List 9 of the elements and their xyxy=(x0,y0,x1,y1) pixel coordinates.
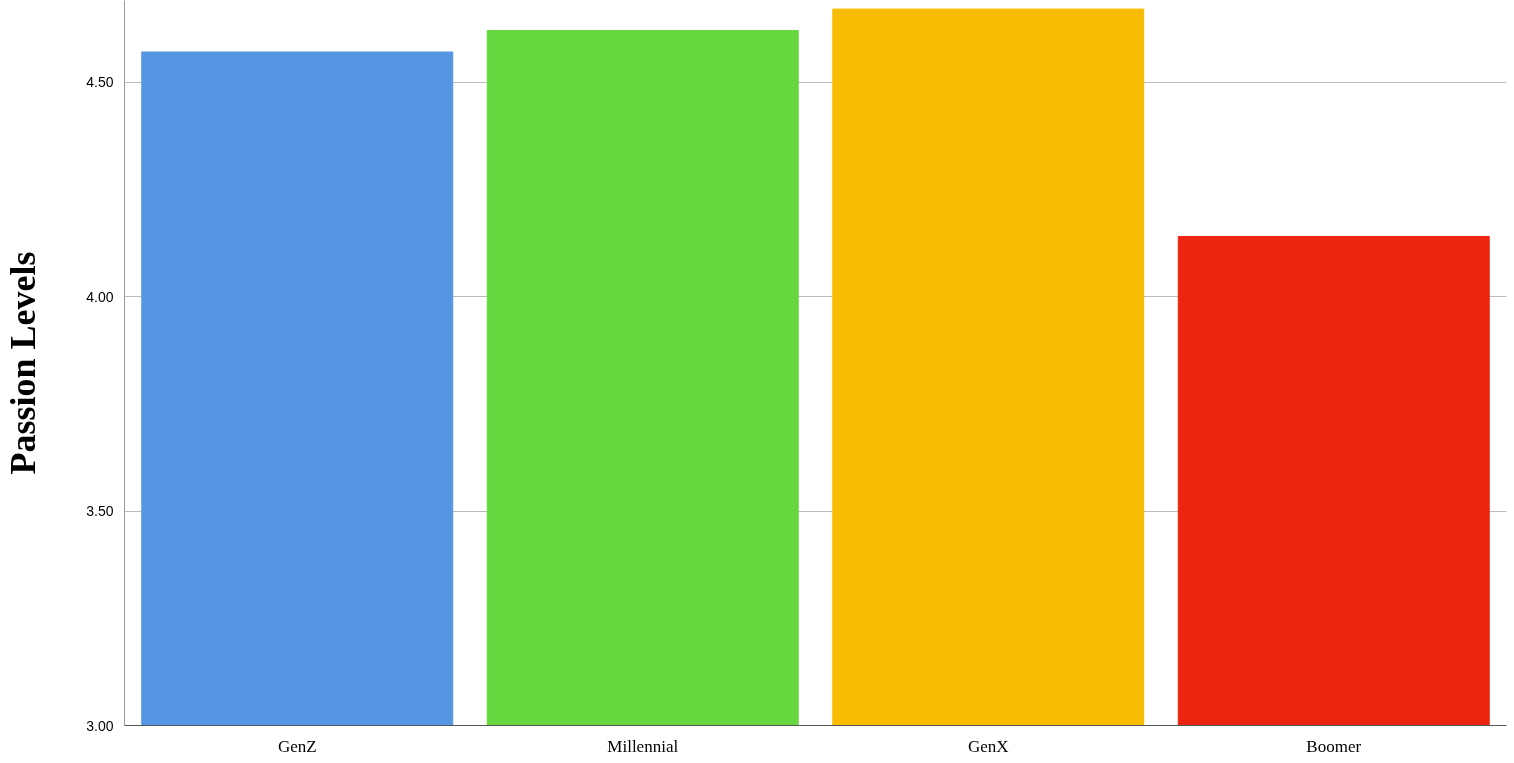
y-tick-label: 4.00 xyxy=(86,288,114,305)
x-tick-label: Boomer xyxy=(1306,736,1362,756)
y-tick-label: 3.50 xyxy=(86,503,114,519)
x-tick-label: Millennial xyxy=(607,736,679,756)
x-tick-label: GenZ xyxy=(277,736,317,756)
y-axis-title: Passion Levels xyxy=(3,251,44,475)
x-tick-label: GenX xyxy=(967,736,1009,756)
y-tick-label: 3.00 xyxy=(86,717,114,734)
y-tick-label: 4.50 xyxy=(86,74,114,91)
